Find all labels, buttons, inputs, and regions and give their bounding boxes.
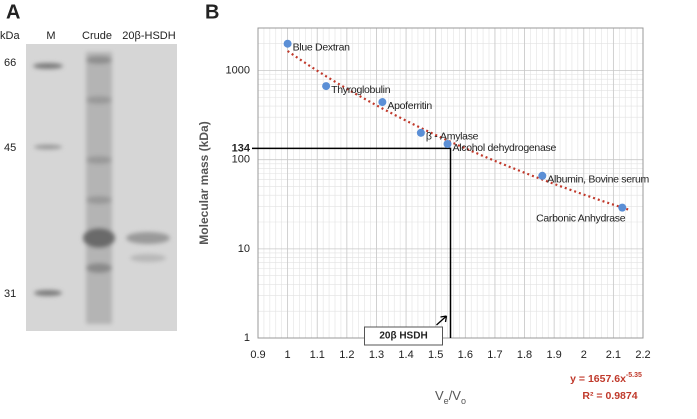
point-label: Blue Dextran — [293, 41, 351, 53]
point-label: Thyroglobulin — [331, 84, 391, 96]
panel-letter: B — [205, 1, 219, 23]
point-label: Alcohol dehydrogenase — [453, 142, 557, 154]
lane-label: 20β-HSDH — [122, 30, 175, 42]
bands — [33, 52, 170, 324]
gel-panel: A kDa M Crude 20β-HSDH 66 45 31 — [0, 1, 177, 331]
x-tick-label: 2.2 — [635, 349, 650, 361]
equation-part: -5.35 — [626, 372, 642, 379]
x-tick-label: 1.8 — [517, 349, 532, 361]
x-tick-label: 1.9 — [547, 349, 562, 361]
x-tick-label: 1 — [285, 349, 291, 361]
x-tick-label: 1.7 — [487, 349, 502, 361]
data-point — [618, 203, 627, 212]
x-tick-label: 1.2 — [339, 349, 354, 361]
x-tick-label: 1.5 — [428, 349, 443, 361]
data-point — [378, 98, 387, 107]
x-tick-label: 1.1 — [310, 349, 325, 361]
y-tick-label: 10 — [238, 243, 250, 255]
y-tick-label: 100 — [232, 154, 250, 166]
equation-part: y = — [570, 373, 588, 385]
marker-label: 66 — [4, 57, 16, 69]
point-label: β - Amylase — [426, 131, 479, 143]
x-tick-label: 2.1 — [606, 349, 621, 361]
data-point — [283, 39, 292, 48]
reference-arrow — [436, 315, 448, 326]
point-label: Carbonic Anhydrase — [536, 212, 626, 224]
r-squared: R² = 0.9874 — [582, 390, 637, 402]
x-tick-label: 1.4 — [398, 349, 413, 361]
x-axis-label-part: V — [435, 388, 444, 403]
equation-part: x — [620, 373, 626, 385]
data-point — [416, 128, 425, 137]
x-axis-label-part: e — [444, 396, 449, 406]
y-axis-label: Molecular mass (kDa) — [197, 121, 211, 244]
point-label: Apoferritin — [387, 100, 432, 112]
y-tick-label: 1 — [244, 332, 250, 344]
reference-box — [364, 326, 443, 346]
x-axis-label-part: /V — [449, 388, 462, 403]
x-axis-label: Ve/Vo — [435, 388, 466, 406]
data-point — [538, 171, 547, 180]
x-tick-label: 0.9 — [250, 349, 265, 361]
marker-label: 45 — [4, 142, 16, 154]
r-squared-part: 0.9874 — [605, 390, 637, 402]
marker-label: 31 — [4, 288, 16, 300]
panel-letter: A — [6, 1, 20, 23]
data-point — [322, 82, 331, 91]
reference-line — [252, 147, 452, 338]
equation-part: 1657.6 — [588, 373, 620, 385]
equation: y = 1657.6x-5.35 — [570, 372, 642, 384]
y-tick-label: 1000 — [226, 64, 250, 76]
r-squared-part: R² = — [582, 390, 605, 402]
lane-label: M — [46, 30, 55, 42]
point-label: Albumin, Bovine serum — [547, 174, 649, 186]
reference-label: 20β HSDH — [379, 331, 427, 342]
x-tick-label: 2 — [581, 349, 587, 361]
unit-label: kDa — [0, 30, 20, 42]
x-tick-label: 1.3 — [369, 349, 384, 361]
x-tick-label: 1.6 — [458, 349, 473, 361]
reference-value: 134 — [232, 142, 251, 154]
x-axis-label-part: o — [461, 396, 466, 406]
data-point — [443, 139, 452, 148]
lane-label: Crude — [82, 30, 112, 42]
